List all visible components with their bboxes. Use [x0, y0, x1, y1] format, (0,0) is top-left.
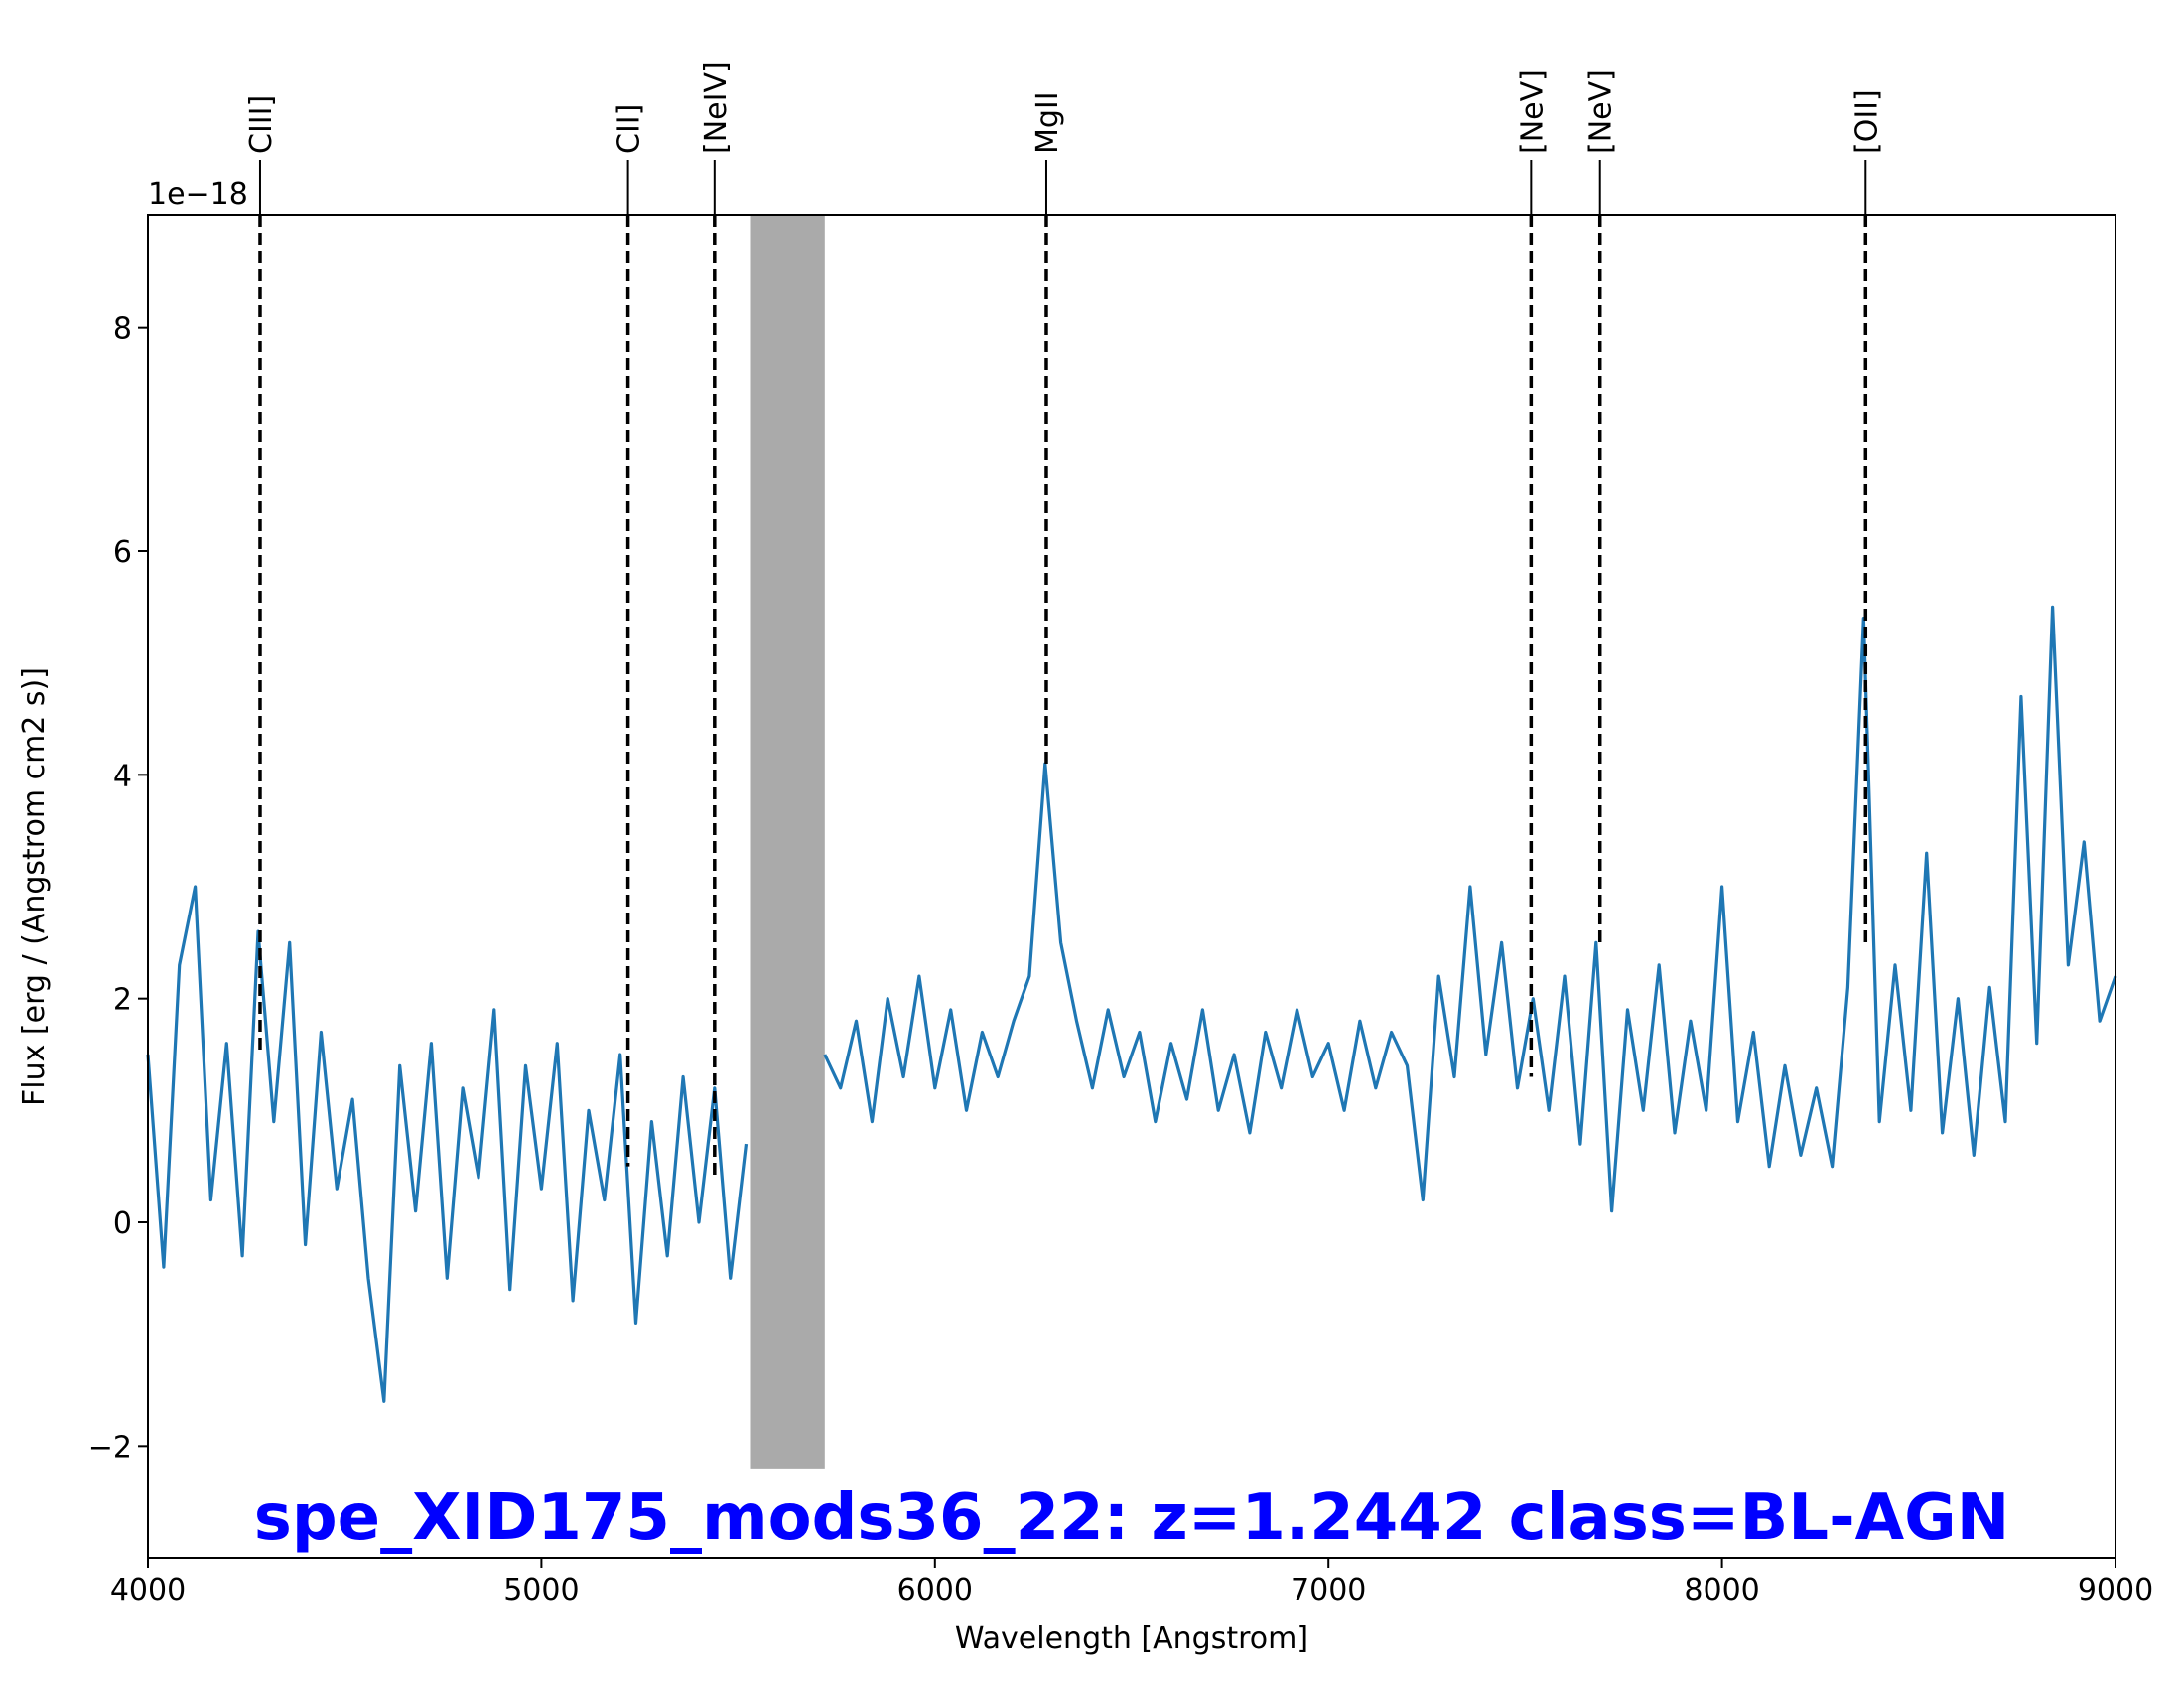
y-tick-label: 0	[113, 1206, 132, 1241]
plot-frame	[147, 214, 2116, 1559]
chart-title: spe_XID175_mods36_22: z=1.2442 class=BL-…	[254, 1481, 2010, 1555]
x-tick-label: 7000	[1291, 1573, 1366, 1608]
x-tick-label: 9000	[2078, 1573, 2153, 1608]
emission-line-label: MgII	[1030, 91, 1065, 154]
emission-line-label: [NeV]	[1515, 70, 1550, 154]
emission-line-label: CII]	[613, 104, 647, 154]
x-tick-label: 8000	[1684, 1573, 1759, 1608]
x-tick-label: 4000	[110, 1573, 186, 1608]
emission-line-label: CIII]	[244, 95, 279, 154]
emission-line-label: [NeIV]	[699, 61, 734, 154]
y-tick-label: 4	[113, 759, 132, 793]
x-tick-label: 6000	[897, 1573, 973, 1608]
spectrum-line	[146, 605, 2117, 1403]
emission-line-label: [NeV]	[1584, 70, 1619, 154]
x-axis-label: Wavelength [Angstrom]	[955, 1621, 1308, 1656]
y-axis-label: Flux [erg / (Angstrom cm2 s)]	[17, 667, 52, 1106]
masked-band	[750, 215, 825, 1469]
y-offset-label: 1e−18	[148, 177, 248, 211]
y-tick-label: 2	[113, 983, 132, 1018]
x-tick-label: 5000	[503, 1573, 579, 1608]
emission-line-label: [OII]	[1849, 89, 1884, 154]
y-tick-label: 8	[113, 312, 132, 347]
y-tick-label: −2	[88, 1430, 132, 1465]
y-tick-label: 6	[113, 535, 132, 570]
